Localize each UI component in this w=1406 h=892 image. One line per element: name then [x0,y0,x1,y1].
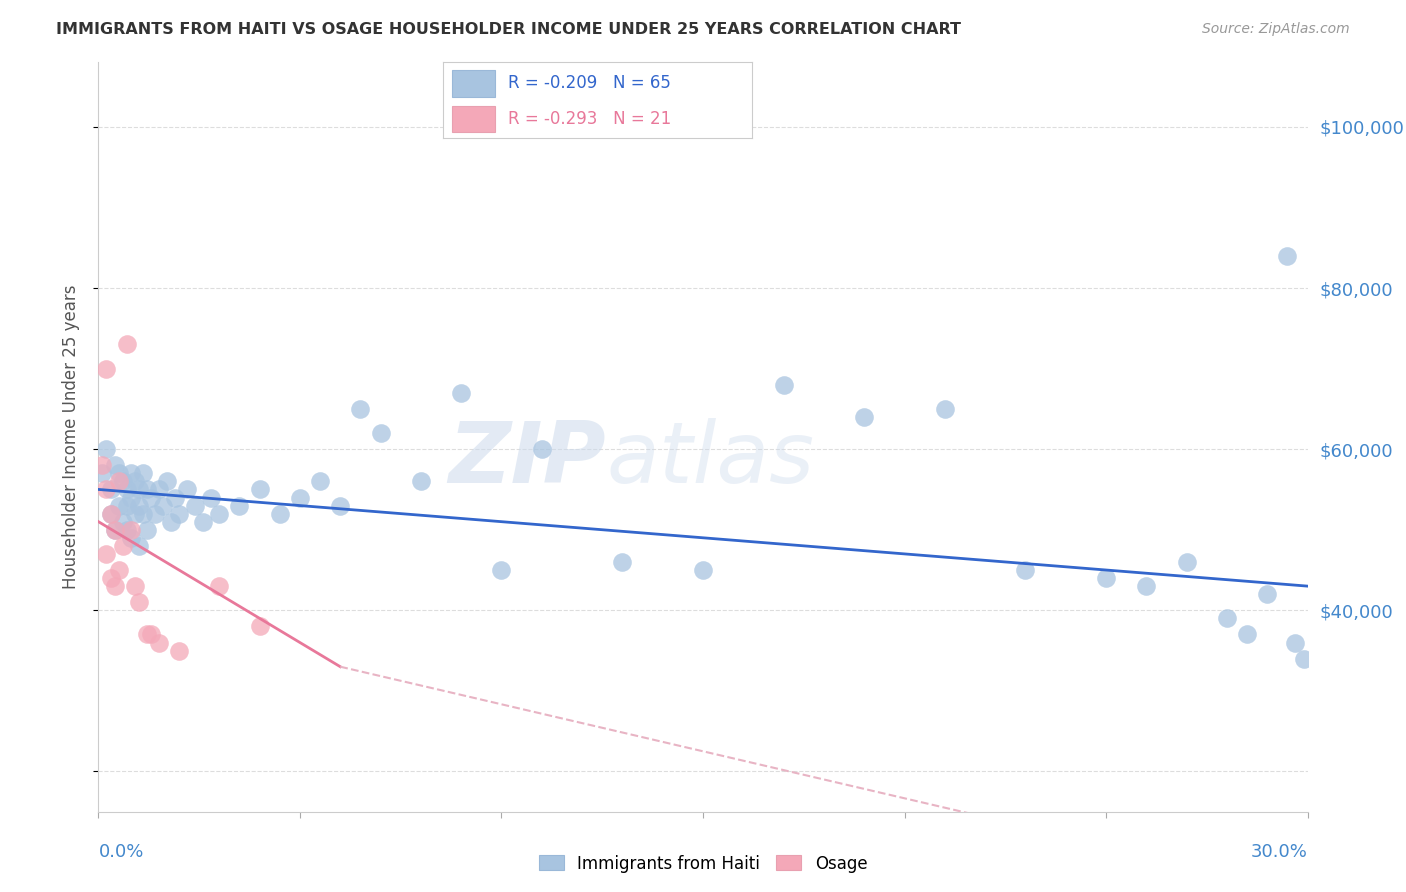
Point [530,442,553,457]
Y-axis label: Householder Income Under 25 years: Householder Income Under 25 years [62,285,80,590]
Point [124,507,146,521]
Text: R = -0.209   N = 65: R = -0.209 N = 65 [508,74,671,92]
Point [96,361,118,376]
Point [1095,571,1118,585]
Point [1175,555,1198,569]
Point [249,483,271,497]
Point [288,491,311,505]
Point [96,442,118,457]
Point [160,515,183,529]
Point [107,467,129,481]
Point [115,483,138,497]
Point [163,491,186,505]
Point [692,563,714,577]
Point [91,467,114,481]
Point [100,507,122,521]
Point [103,579,125,593]
Point [115,499,138,513]
Point [370,425,392,440]
Point [100,483,122,497]
Point [139,627,162,641]
Point [1135,579,1157,593]
Point [208,579,231,593]
Point [135,627,157,641]
Point [107,563,129,577]
Point [128,483,150,497]
Point [184,499,207,513]
Point [115,523,138,537]
FancyBboxPatch shape [453,105,495,132]
Point [111,539,134,553]
Text: ZIP: ZIP [449,418,606,501]
Point [349,401,371,416]
Point [111,515,134,529]
Point [103,523,125,537]
Point [612,555,634,569]
Point [124,579,146,593]
Point [853,409,876,424]
Point [103,458,125,473]
FancyBboxPatch shape [453,70,495,96]
Text: 0.0%: 0.0% [98,843,143,861]
Point [1236,627,1258,641]
Point [132,507,155,521]
Point [143,507,166,521]
Point [120,491,142,505]
Point [1292,651,1315,665]
Point [100,507,122,521]
Point [139,491,162,505]
Point [329,499,352,513]
Point [249,619,271,633]
Point [156,475,179,489]
Point [115,337,138,351]
Point [128,539,150,553]
Point [111,475,134,489]
Point [152,499,174,513]
Point [91,458,114,473]
Point [409,475,432,489]
Point [1014,563,1036,577]
Point [124,475,146,489]
Point [450,385,472,400]
Point [167,507,190,521]
Point [96,547,118,561]
Point [193,515,215,529]
Text: IMMIGRANTS FROM HAITI VS OSAGE HOUSEHOLDER INCOME UNDER 25 YEARS CORRELATION CHA: IMMIGRANTS FROM HAITI VS OSAGE HOUSEHOLD… [56,22,962,37]
Text: 30.0%: 30.0% [1251,843,1308,861]
Text: Source: ZipAtlas.com: Source: ZipAtlas.com [1202,22,1350,37]
Point [176,483,198,497]
Point [1277,249,1299,263]
Point [107,475,129,489]
Point [120,523,142,537]
Point [208,507,231,521]
Point [120,467,142,481]
Point [228,499,250,513]
Point [132,467,155,481]
Point [128,595,150,609]
Point [96,483,118,497]
Point [772,377,794,392]
Legend: Immigrants from Haiti, Osage: Immigrants from Haiti, Osage [531,848,875,880]
Point [135,523,157,537]
Text: R = -0.293   N = 21: R = -0.293 N = 21 [508,110,671,128]
Point [120,531,142,545]
Text: atlas: atlas [606,418,814,501]
Point [1284,635,1306,649]
Point [1256,587,1278,601]
Point [269,507,291,521]
Point [309,475,332,489]
Point [1216,611,1239,625]
Point [491,563,513,577]
Point [107,499,129,513]
Point [148,635,170,649]
Point [167,643,190,657]
Point [148,483,170,497]
Point [934,401,956,416]
Point [128,499,150,513]
Point [103,523,125,537]
Point [135,483,157,497]
Point [100,571,122,585]
Point [200,491,222,505]
